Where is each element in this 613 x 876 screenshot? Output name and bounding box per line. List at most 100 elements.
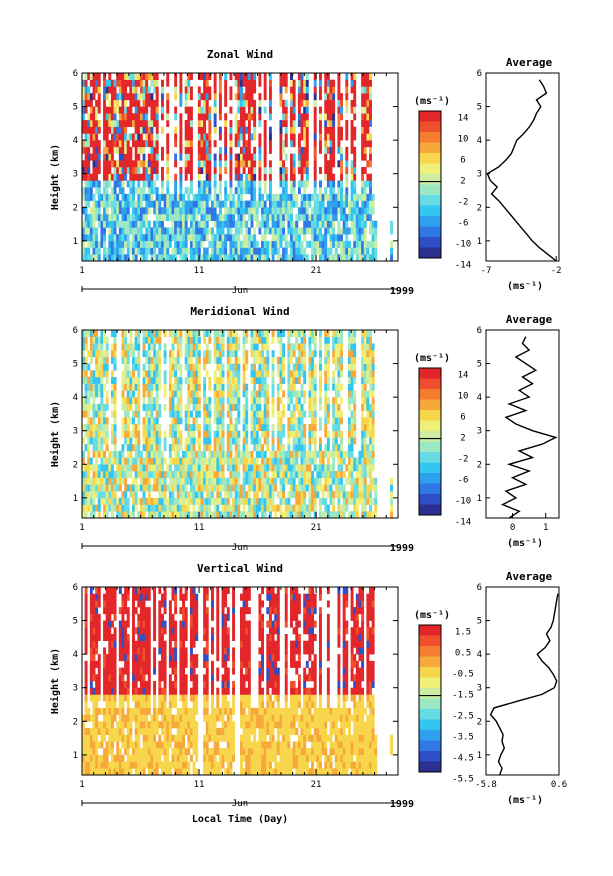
heatmap-cell — [300, 403, 304, 411]
heatmap-cell — [187, 153, 191, 161]
heatmap-cell — [226, 464, 230, 472]
heatmap-cell — [92, 410, 96, 418]
heatmap-cell — [292, 153, 296, 161]
heatmap-cell — [87, 180, 91, 188]
heatmap-cell — [150, 93, 154, 101]
heatmap-cell — [226, 450, 230, 458]
heatmap-cell — [176, 383, 180, 391]
heatmap-cell — [268, 86, 272, 94]
heatmap-cell — [279, 153, 283, 161]
heatmap-cell — [118, 200, 122, 208]
heatmap-cell — [326, 126, 330, 134]
heatmap-cell — [211, 464, 214, 472]
heatmap-cell — [284, 457, 288, 465]
heatmap-cell — [287, 390, 291, 398]
heatmap-cell — [321, 200, 325, 208]
heatmap-cell — [179, 240, 183, 248]
heatmap-cell — [137, 417, 141, 425]
heatmap-cell — [147, 180, 151, 188]
heatmap-cell — [247, 247, 251, 255]
heatmap-cell — [150, 73, 154, 81]
heatmap-cell — [92, 126, 96, 134]
heatmap-cell — [313, 410, 317, 418]
heatmap-cell — [337, 511, 341, 519]
heatmap-cell — [311, 437, 315, 445]
heatmap-cell — [110, 484, 114, 492]
heatmap-cell — [353, 160, 357, 168]
heatmap-cell — [184, 336, 188, 344]
heatmap-cell — [229, 207, 233, 215]
heatmap-cell — [313, 173, 317, 181]
heatmap-cell — [84, 471, 88, 479]
heatmap-cell — [121, 200, 125, 208]
heatmap-cell — [132, 79, 135, 87]
heatmap-cell — [139, 146, 143, 154]
heatmap-cell — [110, 471, 114, 479]
heatmap-cell — [213, 383, 217, 391]
heatmap-cell — [97, 681, 101, 689]
heatmap-cell — [132, 497, 135, 505]
heatmap-cell — [176, 397, 180, 405]
heatmap-cell — [89, 640, 93, 648]
heatmap-cell — [324, 214, 328, 222]
heatmap-cell — [200, 153, 204, 161]
heatmap-cell — [189, 363, 193, 371]
heatmap-cell — [263, 120, 267, 128]
heatmap-cell — [218, 383, 222, 391]
heatmap-cell — [290, 464, 293, 472]
heatmap-cell — [255, 343, 259, 351]
heatmap-cell — [276, 390, 280, 398]
heatmap-cell — [203, 254, 207, 262]
heatmap-cell — [132, 424, 135, 432]
colorbar-swatch — [419, 462, 441, 474]
heatmap-cell — [95, 113, 99, 121]
heatmap-cell — [258, 336, 262, 344]
heatmap-cell — [316, 247, 320, 255]
heatmap-cell — [350, 180, 354, 188]
heatmap-cell — [179, 193, 183, 201]
heatmap-cell — [279, 450, 283, 458]
heatmap-cell — [153, 397, 157, 405]
heatmap-cell — [350, 220, 354, 228]
heatmap-cell — [326, 173, 330, 181]
heatmap-cell — [290, 350, 293, 358]
heatmap-cell — [129, 79, 133, 87]
heatmap-cell — [95, 153, 99, 161]
heatmap-cell — [108, 106, 112, 114]
heatmap-cell — [290, 377, 293, 385]
heatmap-cell — [189, 254, 193, 262]
heatmap-cell — [221, 397, 225, 405]
heatmap-cell — [108, 491, 112, 499]
heatmap-cell — [84, 343, 88, 351]
heatmap-cell — [95, 106, 99, 114]
heatmap-cell — [240, 491, 243, 499]
heatmap-cell — [232, 254, 236, 262]
heatmap-cell — [253, 363, 257, 371]
heatmap-cell — [237, 403, 241, 411]
heatmap-cell — [353, 430, 357, 438]
heatmap-cell — [216, 254, 220, 262]
heatmap-cell — [147, 444, 151, 452]
heatmap-cell — [137, 120, 141, 128]
heatmap-cell — [268, 207, 272, 215]
heatmap-cell — [100, 424, 104, 432]
heatmap-cell — [132, 99, 135, 107]
heatmap-cell — [192, 464, 196, 472]
heatmap-cell — [113, 79, 117, 87]
heatmap-cell — [266, 350, 270, 358]
heatmap-cell — [329, 180, 333, 188]
heatmap-cell — [268, 99, 272, 107]
heatmap-cell — [287, 457, 291, 465]
heatmap-cell — [89, 254, 93, 262]
heatmap-cell — [319, 403, 322, 411]
heatmap-cell — [361, 173, 365, 181]
heatmap-cell — [237, 193, 241, 201]
heatmap-cell — [350, 363, 354, 371]
heatmap-cell — [345, 247, 349, 255]
heatmap-cell — [174, 86, 178, 94]
heatmap-cell — [237, 207, 241, 215]
heatmap-cell — [184, 444, 188, 452]
heatmap-cell — [229, 417, 233, 425]
heatmap-cell — [218, 350, 222, 358]
heatmap-cell — [184, 214, 188, 222]
